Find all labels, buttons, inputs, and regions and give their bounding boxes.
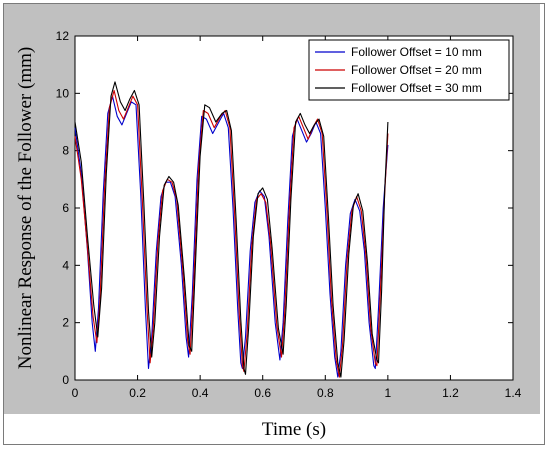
y-tick-label: 0 <box>62 373 69 387</box>
x-tick-label: 0.4 <box>192 386 209 400</box>
legend: Follower Offset = 10 mm Follower Offset =… <box>308 39 510 101</box>
x-tick-label: 1 <box>385 386 392 400</box>
y-tick-label: 4 <box>62 258 69 272</box>
y-tick-label: 12 <box>56 29 70 43</box>
series-lines <box>74 81 389 378</box>
x-tick-label: 0.8 <box>317 386 334 400</box>
x-tick-label: 0 <box>72 386 79 400</box>
x-tick-label: 0.6 <box>254 386 271 400</box>
series-line-2 <box>74 89 389 378</box>
y-tick-label: 8 <box>62 144 69 158</box>
legend-entry-2: Follower Offset = 20 mm <box>351 63 482 77</box>
x-tick-label: 1.4 <box>505 386 522 400</box>
x-axis-title: Time (s) <box>262 419 326 440</box>
series-line-3 <box>74 81 389 378</box>
x-tick-label: 0.2 <box>129 386 146 400</box>
x-axis-ticks: 0 0.2 0.4 0.6 0.8 1 1.2 1.4 <box>72 36 522 400</box>
y-axis-title: Nonlinear Response of the Follower (mm) <box>15 47 36 369</box>
x-tick-label: 1.2 <box>442 386 459 400</box>
y-axis-ticks: 0 2 4 6 8 10 12 <box>56 29 513 387</box>
legend-entry-3: Follower Offset = 30 mm <box>351 81 482 95</box>
y-tick-label: 6 <box>62 201 69 215</box>
legend-entry-1: Follower Offset = 10 mm <box>351 45 482 59</box>
y-tick-label: 10 <box>56 86 70 100</box>
y-tick-label: 2 <box>62 316 69 330</box>
